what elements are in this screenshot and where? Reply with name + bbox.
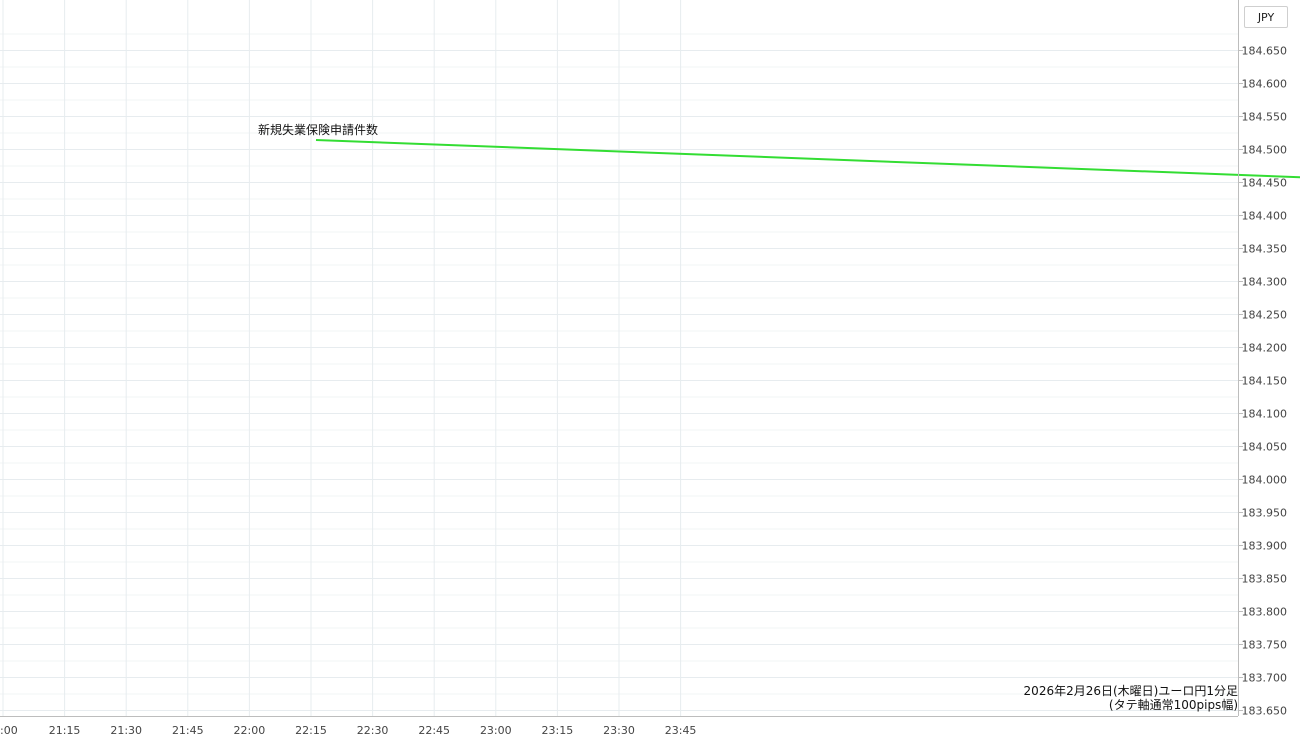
- x-tick-label: 23:00: [480, 724, 512, 737]
- currency-button[interactable]: JPY: [1244, 6, 1288, 28]
- y-tick-label: 183.900: [1242, 540, 1288, 553]
- y-tick-label: 184.100: [1242, 408, 1288, 421]
- x-tick-label: :00: [0, 724, 18, 737]
- y-tick-label: 184.600: [1242, 78, 1288, 91]
- annotations: 新規失業保険申請件数: [258, 122, 1300, 179]
- y-tick-label: 184.350: [1242, 243, 1288, 256]
- y-tick-label: 183.700: [1242, 672, 1288, 685]
- x-tick-label: 21:45: [172, 724, 204, 737]
- annotation-label: 新規失業保険申請件数: [258, 122, 378, 137]
- y-tick-label: 184.450: [1242, 177, 1288, 190]
- x-tick-label: 22:30: [357, 724, 389, 737]
- y-tick-label: 184.150: [1242, 375, 1288, 388]
- y-tick-label: 183.950: [1242, 507, 1288, 520]
- y-tick-label: 184.000: [1242, 474, 1288, 487]
- y-tick-label: 184.500: [1242, 144, 1288, 157]
- x-tick-label: 23:15: [542, 724, 574, 737]
- y-tick-label: 183.750: [1242, 639, 1288, 652]
- y-tick-label: 183.800: [1242, 606, 1288, 619]
- x-tick-label: 23:30: [603, 724, 635, 737]
- y-tick-label: 184.650: [1242, 45, 1288, 58]
- chart-subcaption: (タテ軸通常100pips幅): [1108, 698, 1238, 712]
- y-tick-label: 184.250: [1242, 309, 1288, 322]
- x-tick-label: 23:45: [665, 724, 697, 737]
- x-tick-label: 22:45: [418, 724, 450, 737]
- y-tick-label: 184.300: [1242, 276, 1288, 289]
- x-tick-label: 22:00: [234, 724, 266, 737]
- x-tick-label: 21:30: [110, 724, 142, 737]
- y-tick-label: 183.650: [1242, 705, 1288, 718]
- y-tick-label: 184.050: [1242, 441, 1288, 454]
- y-tick-label: 183.850: [1242, 573, 1288, 586]
- y-tick-label: 184.400: [1242, 210, 1288, 223]
- y-tick-label: 184.200: [1242, 342, 1288, 355]
- y-tick-label: 184.550: [1242, 111, 1288, 124]
- x-tick-label: 21:15: [49, 724, 81, 737]
- x-tick-label: 22:15: [295, 724, 327, 737]
- grid: [0, 0, 1238, 716]
- chart-caption: 2026年2月26日(木曜日)ユーロ円1分足: [1023, 684, 1238, 698]
- annotation-pointer-line: [315, 139, 1300, 179]
